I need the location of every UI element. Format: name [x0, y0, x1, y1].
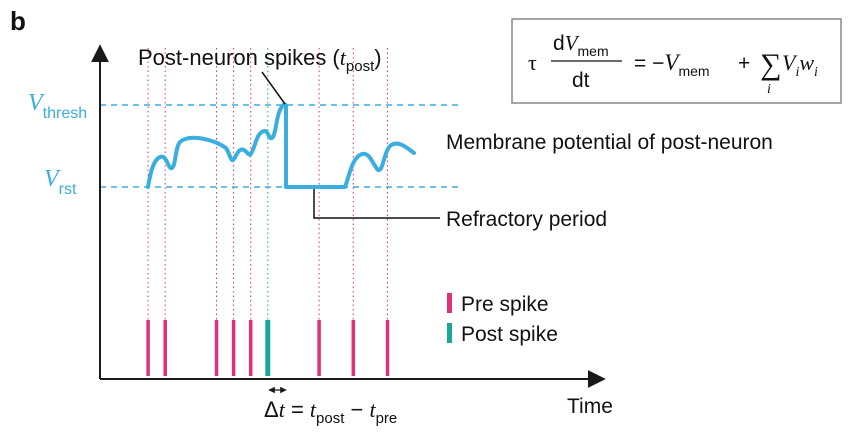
time-axis-label: Time [567, 395, 613, 418]
equation-numerator: dVmem [553, 31, 609, 59]
post-neuron-spikes-label: Post-neuron spikes (tpost) [138, 45, 382, 75]
post-spike-pointer-line [261, 71, 286, 105]
equation-sum: ∑ [760, 48, 781, 81]
membrane-equation: τ dVmem dt = −Vmem + ∑ i Viwi [511, 18, 842, 104]
equation-plus: + [738, 52, 750, 75]
equation-sum-index: i [767, 82, 771, 97]
delta-t-formula: Δt = tpost − tpre [264, 397, 397, 427]
post-spike-legend-label: Post spike [461, 323, 558, 346]
post-spike-legend-swatch [447, 323, 452, 343]
v-thresh-label: Vthresh [28, 90, 87, 122]
spike-guide-lines [147, 48, 388, 320]
v-rst-label: Vrst [44, 166, 77, 198]
equation-tau: τ [528, 50, 537, 75]
pre-spike-legend-label: Pre spike [461, 293, 549, 316]
equation-vi-wi: Viwi [782, 50, 818, 80]
panel-label: b [10, 6, 26, 36]
membrane-potential-trace [146, 102, 416, 189]
pre-spike-legend-swatch [447, 293, 452, 313]
membrane-potential-label: Membrane potential of post-neuron [446, 131, 773, 154]
spike-train [146, 320, 390, 376]
refractory-pointer-line [313, 189, 440, 219]
equation-denominator: dt [572, 69, 590, 92]
equation-rhs-vmem: = −Vmem [634, 50, 710, 79]
refractory-period-label: Refractory period [446, 208, 607, 231]
